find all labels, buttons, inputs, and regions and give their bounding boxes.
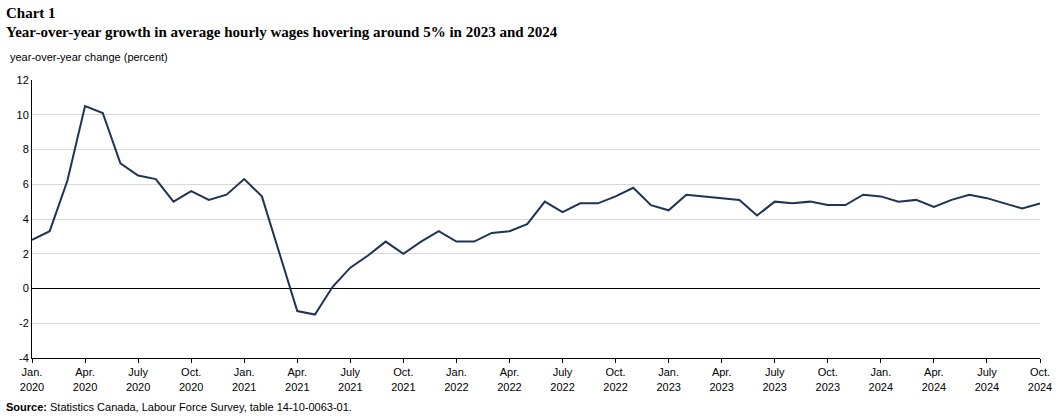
svg-text:Apr.2020: Apr.2020: [73, 366, 97, 392]
svg-text:6: 6: [23, 178, 29, 190]
svg-text:-2: -2: [19, 317, 29, 329]
svg-text:Year-over-year growth in avera: Year-over-year growth in average hourly …: [6, 24, 558, 40]
svg-text:July2024: July2024: [975, 366, 999, 392]
svg-text:Source: Statistics Canada, Lab: Source: Statistics Canada, Labour Force …: [6, 401, 352, 413]
svg-text:0: 0: [23, 282, 29, 294]
svg-text:Oct.2022: Oct.2022: [603, 366, 627, 392]
svg-text:Jan.2023: Jan.2023: [656, 366, 680, 392]
svg-text:Chart 1: Chart 1: [6, 5, 56, 21]
svg-text:July2021: July2021: [338, 366, 362, 392]
svg-text:-4: -4: [19, 352, 29, 364]
svg-text:4: 4: [23, 213, 29, 225]
svg-text:July2023: July2023: [762, 366, 786, 392]
svg-text:Jan.2021: Jan.2021: [232, 366, 256, 392]
svg-text:Oct.2023: Oct.2023: [816, 366, 840, 392]
svg-text:Oct.2024: Oct.2024: [1028, 366, 1052, 392]
svg-text:Oct.2021: Oct.2021: [391, 366, 415, 392]
svg-text:July2020: July2020: [126, 366, 150, 392]
svg-text:Jan.2022: Jan.2022: [444, 366, 468, 392]
svg-text:12: 12: [17, 74, 29, 86]
svg-text:Apr.2021: Apr.2021: [285, 366, 309, 392]
svg-text:Oct.2020: Oct.2020: [179, 366, 203, 392]
svg-text:July2022: July2022: [550, 366, 574, 392]
svg-text:Jan.2024: Jan.2024: [869, 366, 893, 392]
svg-text:2: 2: [23, 248, 29, 260]
svg-text:Apr.2022: Apr.2022: [497, 366, 521, 392]
svg-text:8: 8: [23, 143, 29, 155]
svg-text:year-over-year change (percent: year-over-year change (percent): [10, 51, 168, 63]
svg-text:Jan.2020: Jan.2020: [20, 366, 44, 392]
svg-text:10: 10: [17, 109, 29, 121]
svg-text:Apr.2023: Apr.2023: [709, 366, 733, 392]
svg-text:Apr.2024: Apr.2024: [922, 366, 946, 392]
